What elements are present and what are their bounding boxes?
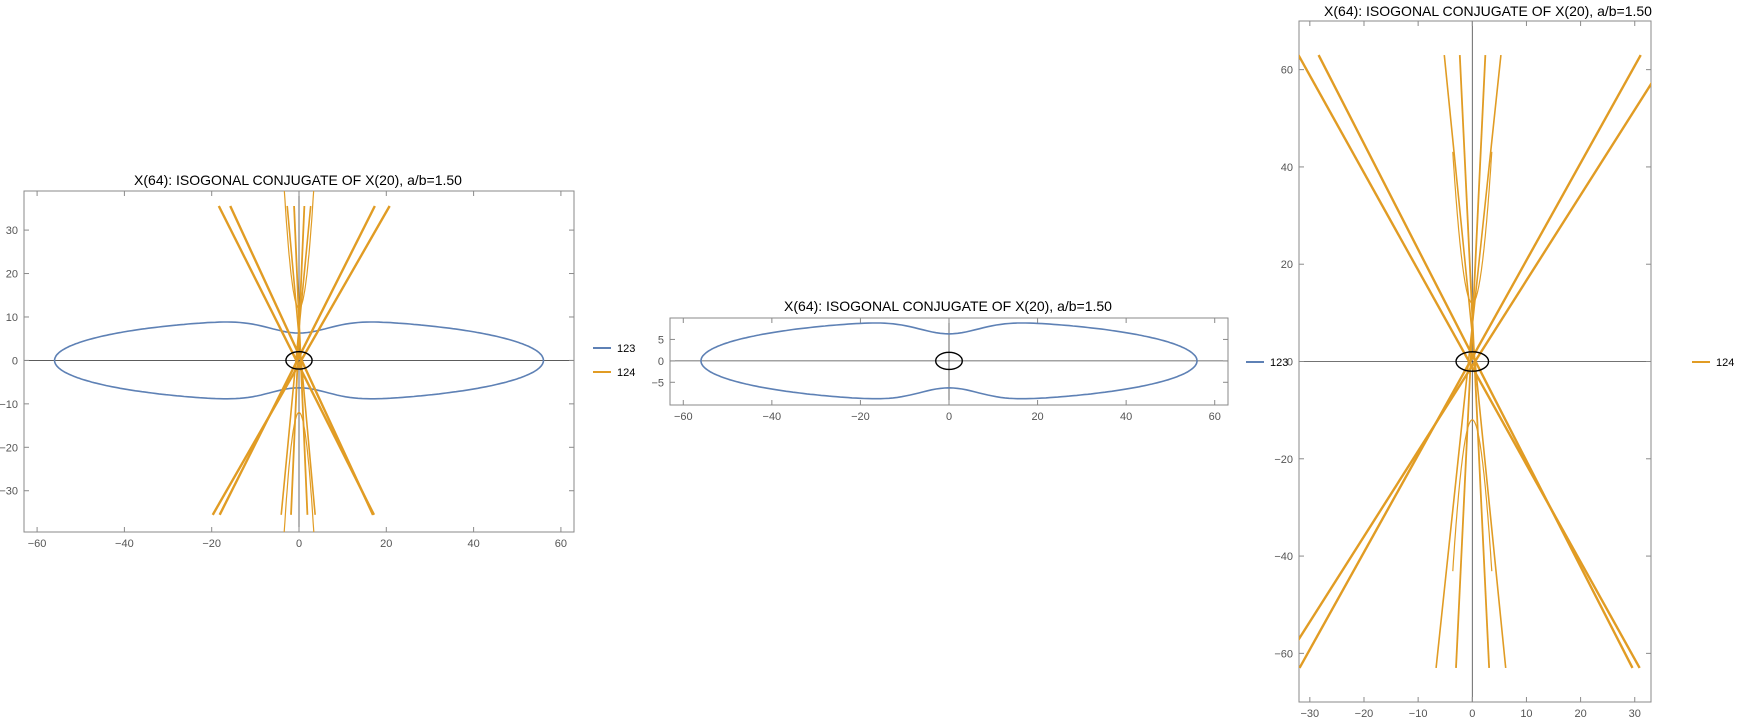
x-tick-label: 0 <box>296 538 302 550</box>
plot-area: −60 −40 −20 0 20 40 60 −30 −20 −10 0 10 20 30 123 124 <box>0 190 635 550</box>
x-tick-label: 30 <box>1629 708 1641 720</box>
chart-panel-3: X(64): ISOGONAL CONJUGATE OF X(20), a/b=… <box>1274 3 1734 720</box>
y-tick-label: −10 <box>0 399 18 411</box>
triangle-ellipse <box>935 351 963 371</box>
y-tick-label: 30 <box>6 225 18 237</box>
triangle-ellipse <box>1455 351 1490 372</box>
x-tick-label: 20 <box>1031 411 1043 423</box>
x-tick-label: 20 <box>380 538 392 550</box>
plot-area: −30 −20 −10 0 10 20 30 −60 −40 −20 0 20 40 60 124 <box>1274 20 1734 720</box>
y-tick-label: 0 <box>12 355 18 367</box>
y-tick-label: 0 <box>1287 357 1293 369</box>
y-tick-label: −20 <box>0 442 18 454</box>
x-tick-label: −60 <box>28 538 47 550</box>
y-tick-label: −30 <box>0 486 18 498</box>
plot-series-group <box>1299 54 1651 669</box>
x-tick-label: 40 <box>467 538 479 550</box>
y-tick-label: −60 <box>1274 648 1293 660</box>
y-tick-label: 20 <box>6 269 18 281</box>
series-124-branch <box>1435 54 1502 669</box>
chart-title: X(64): ISOGONAL CONJUGATE OF X(20), a/b=… <box>784 298 1112 314</box>
x-tick-label: −20 <box>1355 708 1374 720</box>
x-tick-label: 20 <box>1574 708 1586 720</box>
x-tick-label: 60 <box>555 538 567 550</box>
y-tick-label: 0 <box>658 356 664 368</box>
series-123-curve <box>700 322 1198 400</box>
plot-series-group <box>700 322 1198 400</box>
x-tick-label: −60 <box>674 411 693 423</box>
chart-title: X(64): ISOGONAL CONJUGATE OF X(20), a/b=… <box>134 172 462 188</box>
x-tick-label: −40 <box>115 538 134 550</box>
plot-series-group <box>53 191 545 532</box>
y-tick-label: 60 <box>1281 65 1293 77</box>
series-124-branch <box>280 205 312 515</box>
x-tick-label: 0 <box>1469 708 1475 720</box>
series-124-inner-branch <box>1452 419 1493 572</box>
series-124-inner-branch <box>283 411 315 532</box>
x-tick-label: −10 <box>1409 708 1428 720</box>
series-124-inner-branch <box>1452 151 1493 304</box>
chart-panel-2: X(64): ISOGONAL CONJUGATE OF X(20), a/b=… <box>651 298 1288 423</box>
y-tick-label: 10 <box>6 312 18 324</box>
x-tick-label: −30 <box>1300 708 1319 720</box>
chart-title: X(64): ISOGONAL CONJUGATE OF X(20), a/b=… <box>1324 3 1652 19</box>
x-tick-label: −20 <box>202 538 221 550</box>
series-124-branch <box>1443 54 1507 669</box>
y-tick-label: −5 <box>651 377 664 389</box>
x-tick-label: 60 <box>1209 411 1221 423</box>
x-tick-label: −20 <box>851 411 870 423</box>
y-tick-label: 20 <box>1281 259 1293 271</box>
y-tick-label: −40 <box>1274 551 1293 563</box>
triangle-ellipse <box>285 351 313 370</box>
x-tick-label: 10 <box>1520 708 1532 720</box>
legend-label: 124 <box>617 367 635 379</box>
x-tick-label: 40 <box>1120 411 1132 423</box>
y-tick-label: −20 <box>1274 454 1293 466</box>
x-tick-label: −40 <box>763 411 782 423</box>
y-tick-label: 5 <box>658 334 664 346</box>
series-124-branch <box>1455 55 1487 668</box>
legend-label: 123 <box>1270 357 1288 369</box>
series-123-curve <box>53 321 545 400</box>
series-124-branch <box>286 205 316 515</box>
plot-area: −60 −40 −20 0 20 40 60 −5 0 5 123 <box>651 317 1288 423</box>
legend-label: 124 <box>1716 357 1734 369</box>
x-tick-label: 0 <box>946 411 952 423</box>
y-tick-label: 40 <box>1281 162 1293 174</box>
legend-label: 123 <box>617 343 635 355</box>
chart-panel-1: X(64): ISOGONAL CONJUGATE OF X(20), a/b=… <box>0 172 635 550</box>
series-124-inner-branch <box>283 191 315 309</box>
series-124-branch <box>290 205 306 515</box>
